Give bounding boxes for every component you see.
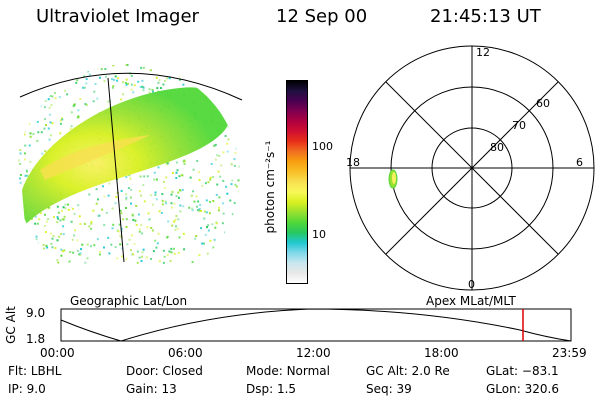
- status-dsp: Dsp: 1.5: [246, 382, 297, 396]
- lat-label-60: 60: [536, 97, 550, 110]
- colorbar: [286, 80, 308, 284]
- instrument-title: Ultraviolet Imager: [36, 6, 199, 27]
- altitude-curve: [60, 308, 572, 342]
- status-glat: GLat: −83.1: [486, 364, 559, 378]
- date-label: 12 Sep 00: [276, 6, 368, 27]
- left-panel-label: Geographic Lat/Lon: [70, 294, 188, 308]
- time-tick-1200: 12:00: [296, 346, 331, 360]
- lat-label-70: 70: [512, 119, 526, 132]
- alt-ytick-9: 9.0: [26, 306, 46, 320]
- colorbar-tick-10: 10: [312, 228, 326, 241]
- time-tick-0000: 00:00: [40, 346, 75, 360]
- status-door: Door: Closed: [126, 364, 203, 378]
- status-gc-alt: GC Alt: 2.0 Re: [366, 364, 450, 378]
- time-label: 21:45:13 UT: [430, 6, 541, 27]
- status-flt: Flt: LBHL: [8, 364, 62, 378]
- right-panel-label: Apex MLat/MLT: [426, 294, 516, 308]
- time-tick-0600: 06:00: [168, 346, 203, 360]
- time-tick-1800: 18:00: [424, 346, 459, 360]
- status-ip: IP: 9.0: [8, 382, 46, 396]
- mlt-label-18: 18: [346, 156, 360, 169]
- status-gain: Gain: 13: [126, 382, 177, 396]
- time-tick-2359: 23:59: [552, 346, 587, 360]
- lat-label-80: 80: [490, 141, 504, 154]
- latitude-arc: [19, 72, 243, 101]
- mlt-label-12: 12: [476, 46, 490, 59]
- meridian-line: [107, 77, 125, 263]
- status-mode: Mode: Normal: [246, 364, 330, 378]
- status-seq: Seq: 39: [366, 382, 412, 396]
- alt-ytick-1: 1.8: [26, 332, 46, 346]
- status-glon: GLon: 320.6: [486, 382, 559, 396]
- colorbar-tick-100: 100: [312, 140, 333, 153]
- mlt-label-6: 6: [576, 156, 583, 169]
- mlt-label-0: 0: [468, 278, 475, 291]
